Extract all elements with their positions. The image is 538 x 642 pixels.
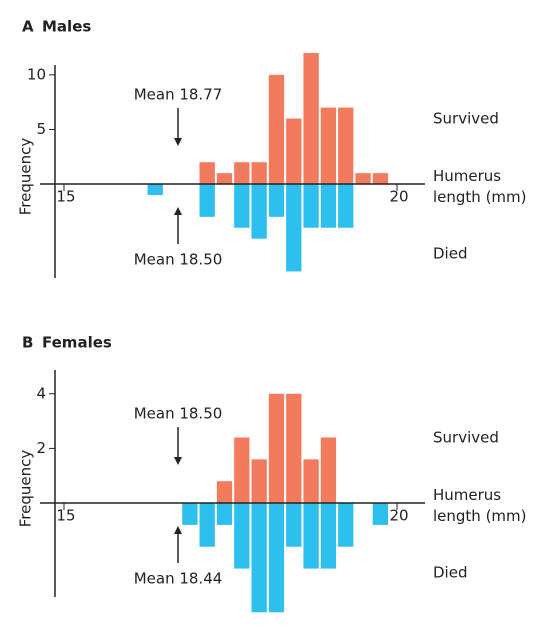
mean-label: Mean 18.50	[134, 251, 223, 269]
bar	[216, 173, 233, 185]
bar	[251, 503, 267, 613]
bar	[268, 74, 285, 185]
mean-label: Mean 18.77	[134, 86, 223, 104]
x-axis-label: Humerus length (mm)	[433, 167, 527, 207]
bar	[286, 184, 302, 272]
panel-label: B	[22, 334, 33, 352]
arrowhead	[174, 207, 182, 216]
panel-title: Males	[42, 18, 91, 36]
series-label: Survived	[433, 429, 499, 447]
bar	[199, 184, 215, 217]
series-label: Died	[433, 564, 467, 582]
bar	[320, 503, 337, 569]
bar	[338, 503, 354, 547]
bar	[251, 184, 267, 239]
y-axis-label: Frequency	[17, 450, 35, 528]
arrowhead	[174, 526, 182, 535]
x-axis-label: Humerus length (mm)	[433, 486, 527, 526]
bar	[199, 503, 215, 547]
y-axis-label: Frequency	[17, 138, 35, 216]
bar	[234, 503, 250, 569]
bar	[268, 503, 285, 613]
bar	[199, 162, 215, 185]
bar	[320, 437, 337, 504]
y-tick-label: 10	[27, 65, 46, 83]
bar	[355, 173, 371, 185]
y-tick-label: 2	[36, 439, 46, 457]
bar	[251, 162, 267, 185]
x-tick-label: 15	[56, 507, 75, 525]
bar	[234, 184, 250, 228]
bar	[182, 503, 198, 525]
arrowhead	[174, 457, 182, 466]
bar	[303, 459, 319, 504]
x-tick-label: 20	[389, 507, 408, 525]
bar	[268, 184, 285, 217]
bar	[320, 184, 337, 228]
bar	[234, 437, 250, 504]
arrowhead	[174, 138, 182, 147]
bar	[268, 393, 285, 504]
bar	[234, 162, 250, 185]
mean-label: Mean 18.44	[134, 570, 223, 588]
bar	[320, 107, 337, 185]
x-tick-label: 15	[56, 188, 75, 206]
bar	[338, 184, 354, 228]
bar	[147, 184, 163, 195]
bar	[286, 118, 302, 185]
y-tick-label: 4	[36, 384, 46, 402]
mean-label: Mean 18.50	[134, 405, 223, 423]
bar	[286, 503, 302, 547]
x-tick-label: 20	[389, 188, 408, 206]
bar	[372, 503, 389, 525]
bar	[303, 184, 319, 228]
bar	[303, 503, 319, 569]
bar	[372, 173, 389, 185]
bar	[286, 393, 302, 504]
panel-label: A	[22, 18, 34, 36]
bar	[251, 459, 267, 504]
panel-title: Females	[42, 334, 112, 352]
series-label: Survived	[433, 110, 499, 128]
bar	[216, 481, 233, 504]
series-label: Died	[433, 245, 467, 263]
y-tick-label: 5	[36, 120, 46, 138]
bar	[338, 107, 354, 185]
bar	[216, 503, 233, 525]
bar	[303, 52, 319, 185]
